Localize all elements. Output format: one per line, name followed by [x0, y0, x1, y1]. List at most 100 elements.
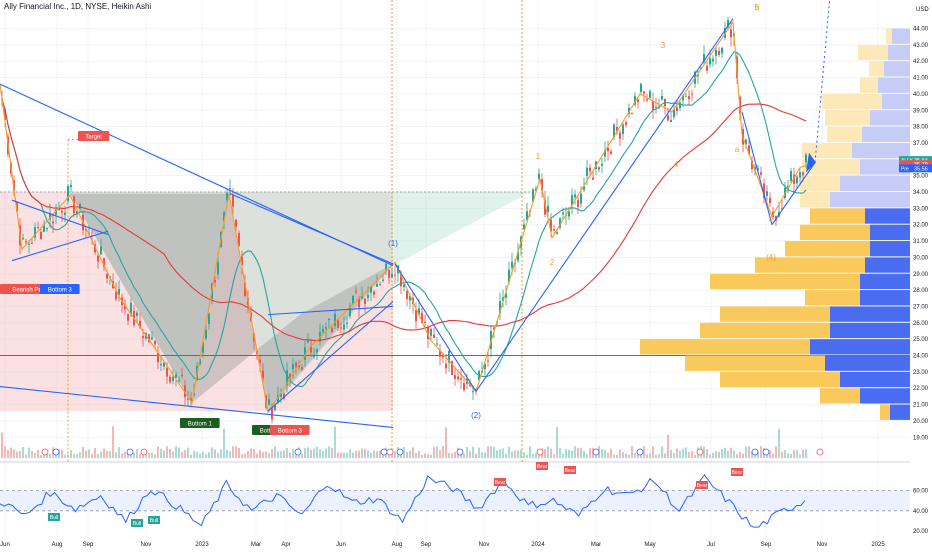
price-tick-17: 27.00: [913, 304, 929, 310]
event-marker-9: [536, 448, 544, 456]
channel-line-7: [394, 263, 477, 392]
profile-blue-0: [892, 28, 910, 44]
profile-gold-20: [685, 355, 825, 371]
time-tick-10: Nov: [479, 542, 490, 548]
candle-body-23: [70, 185, 72, 188]
tag-target-bg: [78, 131, 110, 141]
candle-body-78: [235, 219, 237, 227]
candle-body-223: [670, 120, 672, 123]
candle-body-50: [151, 337, 153, 340]
volume-bar-7: [22, 447, 24, 458]
volume-bar-40: [121, 453, 123, 458]
volume-bar-262: [787, 453, 789, 458]
candle-body-110: [331, 327, 333, 333]
candle-body-169: [508, 269, 510, 283]
candle-body-86: [259, 359, 261, 363]
candle-body-119: [358, 298, 360, 308]
volume-bar-143: [430, 454, 432, 458]
volume-bar-25: [76, 453, 78, 458]
volume-bar-53: [160, 448, 162, 458]
volume-bar-112: [337, 452, 339, 458]
candle-body-182: [547, 205, 549, 212]
candle-body-139: [418, 308, 420, 315]
volume-bar-105: [316, 446, 318, 458]
volume-bar-42: [127, 451, 129, 458]
candle-body-228: [685, 95, 687, 97]
candle-body-98: [295, 362, 297, 367]
candle-body-131: [394, 274, 396, 276]
volume-bar-266: [799, 454, 801, 458]
volume-bar-33: [100, 451, 102, 458]
candle-body-201: [604, 150, 606, 157]
volume-bar-156: [469, 451, 471, 458]
candle-body-190: [571, 195, 573, 206]
candle-body-225: [676, 107, 678, 112]
candle-body-80: [241, 257, 243, 266]
candle-body-205: [616, 127, 618, 132]
time-tick-14: Jul: [707, 542, 715, 548]
candle-body-43: [130, 302, 132, 315]
volume-bar-259: [778, 428, 780, 458]
volume-bar-18: [55, 454, 57, 458]
volume-bar-101: [304, 448, 306, 458]
price-tick-21: 23.00: [913, 370, 929, 376]
projection-arrow: [806, 152, 816, 173]
event-marker-14: [762, 448, 770, 456]
candle-body-147: [442, 354, 444, 358]
candle-body-26: [79, 203, 81, 209]
price-tick-3: 41.00: [913, 76, 929, 82]
event-marker-1: [52, 448, 60, 456]
volume-bar-175: [526, 454, 528, 458]
candle-body-13: [40, 231, 42, 239]
candle-body-45: [136, 312, 138, 316]
channel-line-1: [0, 386, 394, 428]
volume-bar-178: [535, 453, 537, 458]
candle-body-193: [580, 193, 582, 204]
candle-body-89: [268, 399, 270, 405]
candle-body-104: [313, 355, 315, 357]
candle-body-144: [433, 334, 435, 339]
volume-bar-162: [487, 446, 489, 458]
candle-body-229: [688, 96, 690, 100]
candle-body-39: [118, 289, 120, 295]
candle-body-123: [370, 286, 372, 293]
volume-bar-32: [97, 454, 99, 458]
volume-bar-129: [388, 453, 390, 458]
candle-body-74: [223, 212, 225, 222]
candle-body-17: [52, 221, 54, 224]
volume-bar-124: [373, 450, 375, 458]
candle-body-181: [544, 200, 546, 215]
volume-bar-104: [313, 448, 315, 458]
volume-bar-166: [499, 449, 501, 458]
volume-bar-220: [661, 446, 663, 458]
candle-body-67: [202, 342, 204, 353]
volume-bar-100: [301, 453, 303, 458]
volume-bar-188: [565, 449, 567, 458]
profile-gold-6: [827, 126, 862, 142]
volume-bar-98: [295, 454, 297, 458]
candle-body-9: [28, 243, 30, 245]
volume-bar-102: [307, 447, 309, 458]
volume-bar-78: [235, 446, 237, 458]
volume-bar-163: [490, 446, 492, 458]
candle-body-215: [646, 99, 648, 101]
candle-body-220: [661, 95, 663, 100]
pattern-zones: [0, 0, 910, 462]
volume-bar-54: [163, 450, 165, 458]
volume-bar-106: [319, 449, 321, 458]
time-tick-7: Jun: [336, 542, 346, 548]
price-badge-value-2: 35.56: [914, 166, 928, 172]
candle-body-87: [262, 370, 264, 379]
candle-body-81: [244, 282, 246, 296]
event-marker-6: [386, 448, 394, 456]
wave-label-9: (4): [766, 253, 776, 262]
volume-bar-249: [748, 446, 750, 458]
volume-bar-107: [322, 450, 324, 458]
candle-body-115: [346, 322, 348, 324]
volume-bar-115: [346, 452, 348, 458]
volume-bar-117: [352, 452, 354, 458]
indicator-lines: [0, 0, 831, 428]
rsi-tick-0: 60.00: [913, 488, 929, 494]
